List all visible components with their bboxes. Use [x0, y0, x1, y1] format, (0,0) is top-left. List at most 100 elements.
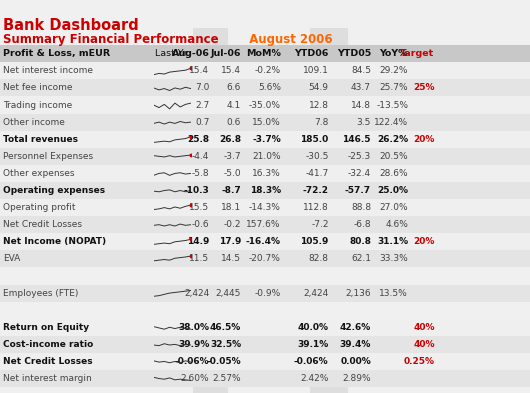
Bar [0, 250, 530, 267]
Text: 20%: 20% [413, 135, 435, 144]
Text: 18.1: 18.1 [221, 203, 241, 212]
Text: -14.3%: -14.3% [249, 203, 281, 212]
Text: Net Credit Losses: Net Credit Losses [3, 357, 92, 366]
Text: Jul-06: Jul-06 [210, 49, 241, 58]
Text: 15.4: 15.4 [189, 66, 209, 75]
Text: 5.6%: 5.6% [258, 83, 281, 92]
Bar [0, 96, 530, 114]
Bar [0, 114, 530, 130]
Text: -32.4: -32.4 [348, 169, 371, 178]
Text: August 2006: August 2006 [241, 33, 333, 46]
Text: 28.6%: 28.6% [379, 169, 408, 178]
Text: -30.5: -30.5 [305, 152, 329, 161]
Text: -35.0%: -35.0% [249, 101, 281, 110]
Text: -3.7%: -3.7% [252, 135, 281, 144]
Text: 185.0: 185.0 [301, 135, 329, 144]
Text: 84.5: 84.5 [351, 66, 371, 75]
Text: 14.8: 14.8 [351, 101, 371, 110]
Text: 39.4%: 39.4% [340, 340, 371, 349]
Text: 14.9: 14.9 [187, 237, 209, 246]
Text: MoM%: MoM% [246, 49, 281, 58]
Text: Net Credit Losses: Net Credit Losses [3, 220, 82, 229]
Text: 25%: 25% [413, 83, 435, 92]
Bar [0, 45, 530, 62]
Text: 26.8: 26.8 [219, 135, 241, 144]
Bar [0, 148, 530, 165]
Text: 26.2%: 26.2% [377, 135, 408, 144]
Text: Total revenues: Total revenues [3, 135, 78, 144]
Text: 15.4: 15.4 [221, 66, 241, 75]
Text: Personnel Expenses: Personnel Expenses [3, 152, 93, 161]
Text: 15.0%: 15.0% [252, 118, 281, 127]
Text: -0.05%: -0.05% [207, 357, 241, 366]
Text: -25.3: -25.3 [348, 152, 371, 161]
Text: 0.7: 0.7 [195, 118, 209, 127]
Text: -3.7: -3.7 [224, 152, 241, 161]
Bar [310, 28, 348, 393]
Text: 46.5%: 46.5% [210, 323, 241, 332]
Bar [0, 267, 530, 285]
Text: 40%: 40% [413, 340, 435, 349]
Text: 54.9: 54.9 [308, 83, 329, 92]
Text: 25.8: 25.8 [187, 135, 209, 144]
Bar [0, 79, 530, 96]
Text: -8.7: -8.7 [222, 186, 241, 195]
Text: 157.6%: 157.6% [246, 220, 281, 229]
Text: 31.1%: 31.1% [377, 237, 408, 246]
Text: Bank Dashboard: Bank Dashboard [3, 18, 138, 33]
Bar [0, 165, 530, 182]
Text: 11.5: 11.5 [189, 254, 209, 263]
Bar [0, 233, 530, 250]
Text: YTD06: YTD06 [294, 49, 329, 58]
Text: 0.6: 0.6 [227, 118, 241, 127]
Text: 12.8: 12.8 [308, 101, 329, 110]
Text: -41.7: -41.7 [305, 169, 329, 178]
Text: 2.42%: 2.42% [300, 374, 329, 383]
Text: -5.0: -5.0 [224, 169, 241, 178]
Bar [0, 353, 530, 370]
Text: YTD05: YTD05 [337, 49, 371, 58]
Text: 2,445: 2,445 [216, 288, 241, 298]
Text: 32.5%: 32.5% [210, 340, 241, 349]
Text: 2,136: 2,136 [346, 288, 371, 298]
Text: 40.0%: 40.0% [298, 323, 329, 332]
Bar [0, 182, 530, 199]
Text: 17.9: 17.9 [219, 237, 241, 246]
Text: -57.7: -57.7 [345, 186, 371, 195]
Text: Net Income (NOPAT): Net Income (NOPAT) [3, 237, 106, 246]
Text: Aug-06: Aug-06 [172, 49, 209, 58]
Text: 0.25%: 0.25% [404, 357, 435, 366]
Bar [193, 28, 228, 393]
Text: -16.4%: -16.4% [246, 237, 281, 246]
Text: Trading income: Trading income [3, 101, 72, 110]
Text: 3.5: 3.5 [357, 118, 371, 127]
Text: -4.4: -4.4 [192, 152, 209, 161]
Text: 20%: 20% [413, 237, 435, 246]
Text: 109.1: 109.1 [303, 66, 329, 75]
Text: 39.1%: 39.1% [297, 340, 329, 349]
Bar [0, 62, 530, 79]
Bar [0, 285, 530, 302]
Text: 15.5: 15.5 [189, 203, 209, 212]
Text: 2.60%: 2.60% [181, 374, 209, 383]
Text: Last Yr.: Last Yr. [155, 49, 190, 58]
Text: -10.3: -10.3 [183, 186, 209, 195]
Text: 122.4%: 122.4% [374, 118, 408, 127]
Text: 4.1: 4.1 [227, 101, 241, 110]
Text: Summary Financial Performance: Summary Financial Performance [3, 33, 218, 46]
Text: 39.9%: 39.9% [178, 340, 209, 349]
Text: 20.5%: 20.5% [379, 152, 408, 161]
Bar [0, 130, 530, 148]
Text: 29.2%: 29.2% [379, 66, 408, 75]
Text: 2,424: 2,424 [303, 288, 329, 298]
Text: -7.2: -7.2 [311, 220, 329, 229]
Text: 7.0: 7.0 [195, 83, 209, 92]
Text: 112.8: 112.8 [303, 203, 329, 212]
Text: 43.7: 43.7 [351, 83, 371, 92]
Bar [0, 336, 530, 353]
Text: 42.6%: 42.6% [340, 323, 371, 332]
Text: Cost-income ratio: Cost-income ratio [3, 340, 93, 349]
Bar [0, 370, 530, 387]
Text: 88.8: 88.8 [351, 203, 371, 212]
Text: -0.2%: -0.2% [255, 66, 281, 75]
